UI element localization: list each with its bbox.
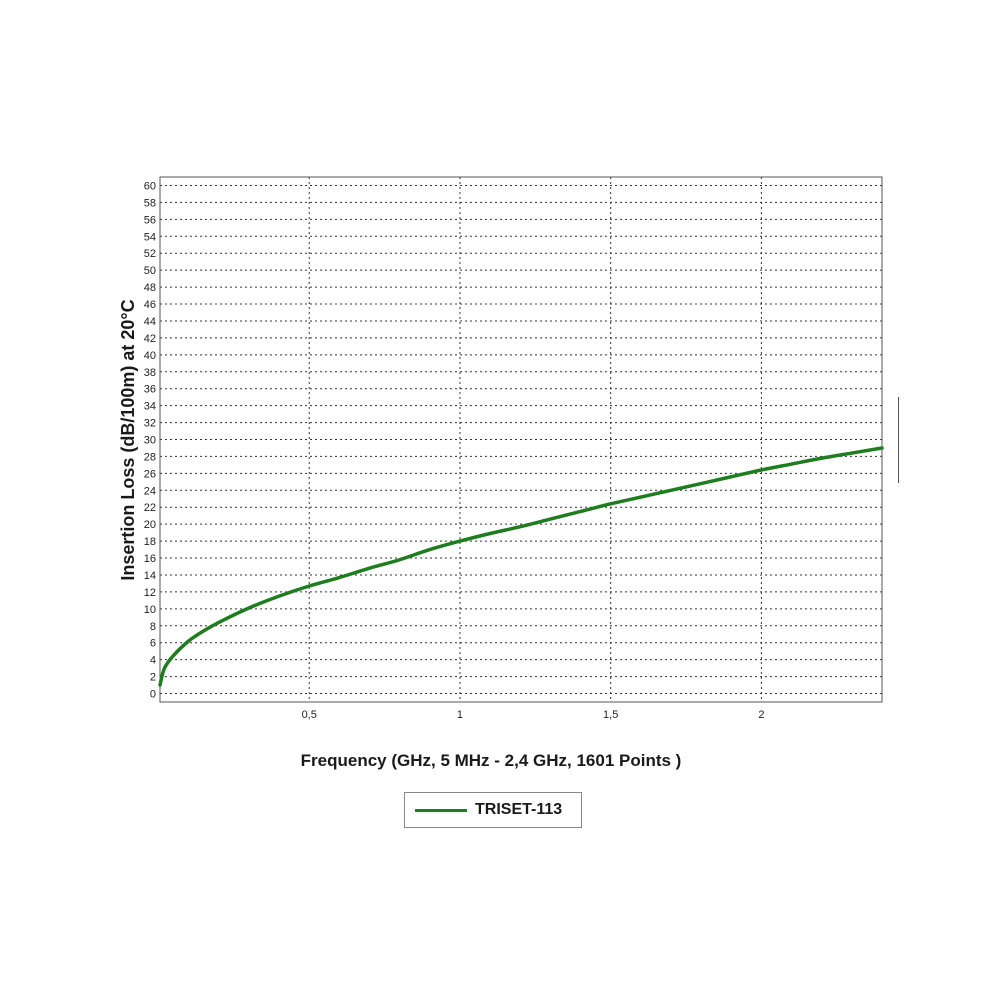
y-tick-label: 54 [144, 231, 156, 243]
x-axis-title: Frequency (GHz, 5 MHz - 2,4 GHz, 1601 Po… [301, 751, 682, 770]
y-tick-label: 58 [144, 197, 156, 209]
legend-label-triset-113: TRISET-113 [475, 801, 563, 818]
series-line-triset-113 [158, 446, 884, 687]
y-tick-label: 32 [144, 418, 156, 430]
y-tick-label: 20 [144, 519, 156, 531]
y-tick-label: 44 [144, 316, 156, 328]
y-tick-labels: 0246810121416182022242628303234363840424… [144, 180, 156, 700]
y-tick-label: 46 [144, 299, 156, 311]
y-tick-label: 12 [144, 587, 156, 599]
y-tick-label: 36 [144, 384, 156, 396]
y-tick-label: 0 [150, 689, 156, 701]
x-tick-labels: 0,5 1 1,5 2 [302, 709, 765, 721]
y-tick-label: 16 [144, 553, 156, 565]
legend-swatch-triset-113 [415, 809, 467, 812]
y-tick-label: 18 [144, 536, 156, 548]
y-tick-label: 48 [144, 282, 156, 294]
y-tick-label: 8 [150, 621, 156, 633]
y-tick-label: 6 [150, 638, 156, 650]
y-tick-label: 30 [144, 435, 156, 447]
y-tick-label: 56 [144, 214, 156, 226]
x-tick-label: 1,5 [603, 709, 618, 721]
y-axis-title: Insertion Loss (dB/100m) at 20°C [118, 299, 138, 580]
y-tick-label: 22 [144, 502, 156, 514]
grid [160, 177, 882, 702]
x-tick-label: 2 [758, 709, 764, 721]
y-tick-label: 4 [150, 655, 156, 667]
y-tick-label: 42 [144, 333, 156, 345]
x-tick-label: 1 [457, 709, 463, 721]
y-tick-label: 14 [144, 570, 156, 582]
y-tick-label: 40 [144, 350, 156, 362]
y-tick-label: 28 [144, 451, 156, 463]
y-tick-label: 24 [144, 485, 156, 497]
y-tick-label: 34 [144, 401, 156, 413]
y-tick-label: 26 [144, 468, 156, 480]
plot-frame [159, 176, 883, 703]
y-tick-label: 52 [144, 248, 156, 260]
y-tick-label: 50 [144, 265, 156, 277]
edge-marker [898, 397, 899, 483]
y-tick-label: 10 [144, 604, 156, 616]
y-tick-label: 60 [144, 180, 156, 192]
x-tick-label: 0,5 [302, 709, 317, 721]
legend: TRISET-113 [404, 792, 582, 828]
y-tick-label: 38 [144, 367, 156, 379]
y-tick-label: 2 [150, 672, 156, 684]
